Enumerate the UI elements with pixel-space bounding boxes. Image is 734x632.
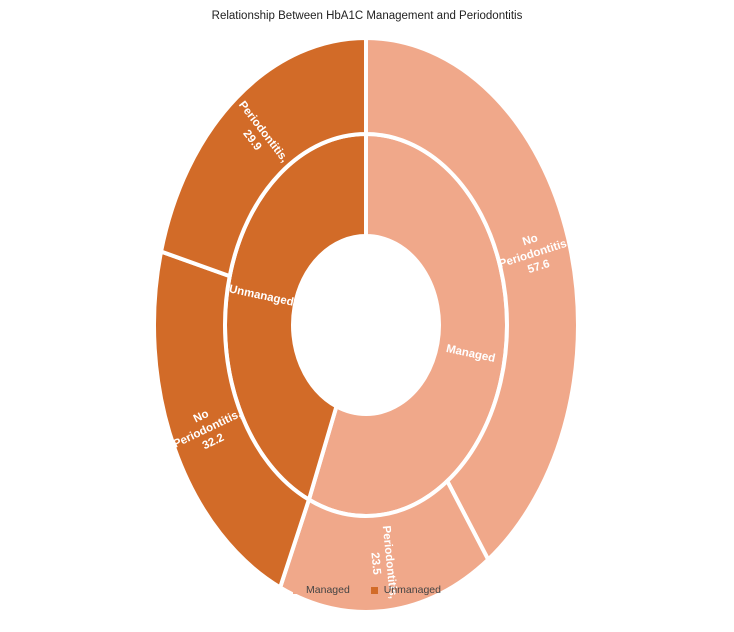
legend-swatch-managed bbox=[293, 586, 301, 594]
outer-segment-unmanaged-no-periodontitis bbox=[152, 248, 312, 591]
outer-segment-unmanaged-periodontitis bbox=[158, 35, 368, 279]
outer-segment-managed-no-periodontitis bbox=[364, 35, 580, 563]
legend-label-unmanaged: Unmanaged bbox=[383, 584, 441, 596]
legend: Managed Unmanaged bbox=[0, 584, 734, 597]
chart-title: Relationship Between HbA1C Management an… bbox=[211, 10, 523, 22]
legend-swatch-unmanaged bbox=[370, 586, 378, 594]
legend-item-managed: Managed bbox=[293, 584, 350, 596]
legend-label-managed: Managed bbox=[306, 584, 350, 596]
legend-item-unmanaged: Unmanaged bbox=[370, 584, 441, 596]
outer-ring bbox=[152, 35, 580, 614]
